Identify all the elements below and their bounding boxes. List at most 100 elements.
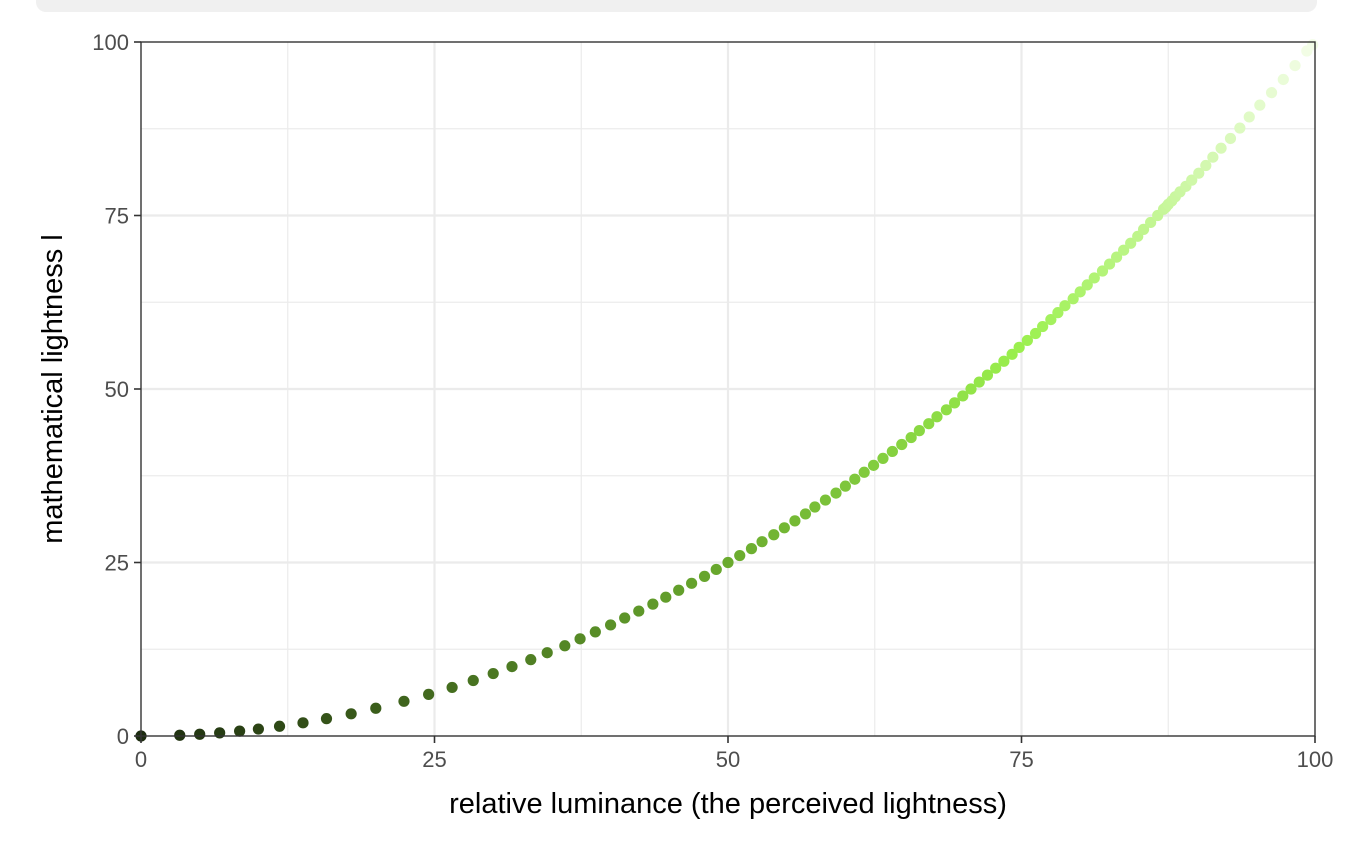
data-point	[998, 355, 1010, 367]
data-point	[345, 708, 357, 720]
data-point	[778, 522, 790, 534]
data-point	[1243, 111, 1255, 123]
data-point	[467, 674, 479, 687]
data-point	[877, 452, 889, 464]
data-point	[559, 640, 571, 652]
data-point	[1013, 341, 1025, 353]
data-point	[931, 411, 943, 423]
data-point	[973, 376, 985, 388]
data-point	[686, 577, 698, 589]
data-point	[647, 598, 659, 610]
data-point	[1081, 279, 1093, 291]
data-point	[660, 591, 672, 603]
data-point	[923, 418, 935, 430]
data-point	[858, 466, 870, 478]
data-point	[252, 723, 264, 735]
data-point	[605, 619, 617, 631]
x-tick-label: 0	[135, 747, 147, 772]
x-tick-label: 75	[1009, 747, 1033, 772]
x-tick-label: 25	[422, 747, 446, 772]
data-point	[174, 729, 186, 741]
data-point	[940, 404, 952, 416]
data-point	[1052, 307, 1064, 319]
data-point	[745, 543, 758, 555]
data-point	[756, 536, 768, 548]
data-point	[1277, 73, 1289, 86]
data-point	[1110, 251, 1123, 263]
data-point	[1029, 327, 1042, 340]
data-point	[839, 480, 852, 492]
data-point	[297, 717, 309, 729]
data-point	[1074, 286, 1086, 298]
data-point	[905, 431, 917, 444]
data-point	[1118, 244, 1130, 256]
data-point	[525, 654, 537, 666]
data-point	[619, 612, 631, 624]
data-point	[896, 438, 908, 451]
data-point	[194, 728, 206, 740]
data-point	[965, 383, 977, 395]
data-point	[1103, 258, 1116, 270]
data-point	[768, 529, 780, 541]
data-point	[990, 362, 1002, 374]
data-point	[981, 369, 994, 381]
data-point	[1059, 300, 1071, 312]
data-point	[734, 549, 746, 562]
data-point	[1207, 151, 1219, 163]
y-axis-title: mathematical lightness l	[37, 234, 69, 543]
data-point	[1265, 87, 1278, 99]
data-point	[710, 563, 722, 576]
data-point	[1096, 265, 1109, 277]
data-point	[849, 473, 861, 485]
axis-ticks: 0 25 50 75 100 0 25 50 75 100	[92, 30, 1333, 772]
data-point	[1193, 167, 1205, 179]
data-point	[1307, 39, 1319, 51]
data-point	[1254, 99, 1266, 111]
data-point	[698, 570, 711, 582]
data-point	[574, 633, 586, 645]
data-point	[799, 508, 812, 520]
x-tick-label: 50	[716, 747, 740, 772]
y-tick-label: 0	[117, 724, 129, 749]
data-point	[1200, 159, 1212, 172]
data-point	[809, 501, 821, 513]
data-point	[830, 487, 842, 499]
data-point	[886, 445, 898, 458]
data-point	[633, 605, 645, 617]
data-point	[1234, 122, 1246, 134]
data-point	[1125, 237, 1137, 249]
y-tick-label: 25	[105, 551, 129, 576]
y-tick-label: 50	[105, 377, 129, 402]
data-point	[957, 390, 969, 402]
data-point	[1137, 223, 1150, 235]
y-tick-label: 100	[92, 30, 129, 55]
data-point	[423, 688, 435, 700]
data-point	[370, 702, 382, 714]
data-point	[487, 667, 499, 680]
data-point	[673, 584, 685, 596]
data-point	[398, 695, 410, 707]
data-point	[789, 515, 801, 527]
data-point	[234, 725, 246, 737]
data-point	[1224, 132, 1237, 145]
data-point	[541, 647, 553, 659]
data-point	[1006, 348, 1018, 360]
data-point	[1215, 142, 1227, 154]
grid	[141, 42, 1315, 736]
data-point	[948, 397, 961, 409]
data-point	[506, 661, 518, 673]
data-point	[1145, 216, 1157, 229]
data-point	[589, 626, 601, 638]
data-points	[135, 39, 1319, 742]
data-point	[320, 713, 333, 725]
data-point	[214, 727, 226, 739]
data-point	[1037, 320, 1049, 333]
y-tick-label: 75	[105, 204, 129, 229]
data-point	[819, 494, 832, 506]
x-tick-label: 100	[1297, 747, 1334, 772]
data-point	[1186, 174, 1198, 186]
data-point	[1088, 272, 1100, 284]
top-panel-edge	[36, 0, 1317, 12]
data-point	[1067, 293, 1079, 305]
